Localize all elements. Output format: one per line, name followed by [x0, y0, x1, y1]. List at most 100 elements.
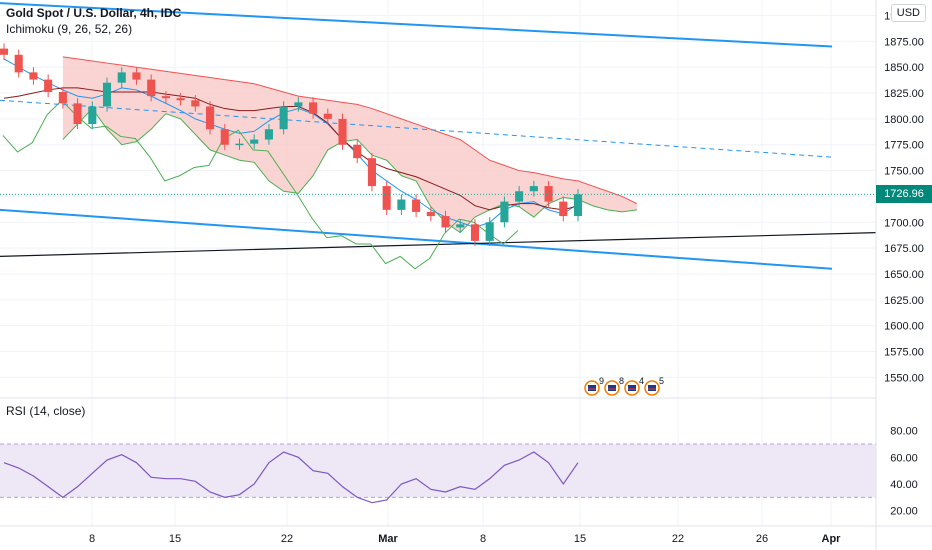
time-tick-label: 15: [574, 533, 586, 545]
rsi-axis-labels: 80.00 60.00 40.00 20.00: [890, 426, 918, 518]
price-tick-label: 1625.00: [884, 295, 924, 307]
kijun-sen-line: [3, 87, 579, 211]
candle-body: [279, 106, 288, 130]
candle-body: [235, 143, 244, 146]
candle-body: [176, 98, 185, 101]
candle-body: [544, 186, 553, 202]
time-tick-label: 22: [281, 533, 293, 545]
candle-body: [573, 194, 583, 217]
candle-body: [132, 72, 141, 80]
price-tick-label: 1600.00: [884, 321, 924, 333]
candle-body: [102, 82, 112, 107]
candle-body: [397, 199, 406, 210]
price-axis-labels: 1900.001875.001850.001825.001800.001775.…: [884, 11, 924, 385]
candle-body: [73, 103, 82, 125]
candle-body: [529, 186, 538, 192]
rsi-tick-label: 20.00: [890, 506, 918, 518]
event-marker[interactable]: 9: [584, 376, 604, 396]
candle-body: [353, 144, 362, 159]
price-tick-label: 1675.00: [884, 243, 924, 255]
price-tick-label: 1550.00: [884, 372, 924, 384]
candle-body: [559, 201, 568, 217]
candle-body: [412, 199, 421, 212]
candle-body: [426, 211, 435, 217]
time-tick-label: 8: [480, 533, 486, 545]
currency-button[interactable]: USD: [890, 4, 926, 22]
price-tick-label: 1750.00: [884, 166, 924, 178]
flag-field: [588, 385, 596, 391]
channel-lower-line: [0, 208, 833, 270]
candle-body: [0, 48, 9, 55]
candle-body: [441, 216, 450, 228]
candle-body: [191, 100, 200, 107]
time-tick-label: 26: [756, 533, 768, 545]
candle-body: [500, 201, 509, 223]
event-count: 4: [639, 376, 644, 386]
flag-field: [608, 385, 616, 391]
price-grid: [0, 0, 876, 526]
flag-field: [628, 385, 636, 391]
candle-body: [294, 102, 303, 107]
chikou-span-line: [2, 99, 519, 270]
rsi-title[interactable]: RSI (14, close): [6, 404, 86, 418]
ichimoku-title: Ichimoku (9, 26, 52, 26): [6, 22, 133, 36]
price-tick-label: 1825.00: [884, 88, 924, 100]
candle-body: [367, 158, 376, 187]
tenkan-sen-line: [3, 58, 579, 228]
rsi-line: [3, 451, 579, 504]
candle-body: [456, 224, 465, 228]
candle-body: [250, 139, 259, 144]
time-tick-label: Mar: [378, 533, 398, 545]
rsi-series: [3, 451, 579, 504]
price-tick-label: 1575.00: [884, 346, 924, 358]
candle-body: [14, 54, 23, 73]
price-tick-label: 1650.00: [884, 269, 924, 281]
candle-body: [323, 113, 332, 119]
flag-field: [648, 385, 656, 391]
candle-body: [88, 106, 97, 125]
candle-body: [264, 129, 273, 140]
cloud-fill: [62, 56, 637, 233]
price-tick-label: 1875.00: [884, 36, 924, 48]
candlesticks: [0, 43, 583, 247]
event-count: 5: [659, 376, 664, 386]
candle-body: [382, 186, 391, 210]
rsi-tick-label: 40.00: [890, 479, 918, 491]
time-tick-label: 15: [169, 533, 181, 545]
candle-body: [44, 79, 53, 93]
ichimoku-lines: [2, 58, 579, 270]
channel-mid-line: [0, 99, 833, 158]
economic-events[interactable]: 9 8 4 5: [584, 376, 664, 396]
candle-body: [147, 79, 156, 97]
rsi-band-background: [0, 444, 876, 498]
price-tick-label: 1775.00: [884, 140, 924, 152]
event-count: 8: [619, 376, 624, 386]
current-price-label: 1726.96: [876, 185, 932, 204]
rsi-tick-label: 60.00: [890, 452, 918, 464]
price-tick-label: 1850.00: [884, 62, 924, 74]
candle-body: [338, 118, 347, 145]
rsi-tick-label: 80.00: [890, 426, 918, 438]
candle-body: [515, 191, 524, 202]
time-tick-label: Apr: [822, 533, 842, 545]
symbol-legend[interactable]: Gold Spot / U.S. Dollar, 4h, IDC: [6, 6, 181, 20]
senkou-span-b: [62, 56, 638, 205]
event-marker[interactable]: 4: [624, 376, 644, 396]
candle-body: [485, 222, 494, 241]
candle-body: [220, 129, 229, 145]
candle-body: [161, 96, 170, 99]
indicator-legend[interactable]: Ichimoku (9, 26, 52, 26): [6, 22, 132, 36]
time-tick-label: 8: [89, 533, 95, 545]
candle-body: [206, 106, 215, 130]
candle-body: [58, 92, 67, 104]
candle-body: [470, 224, 480, 241]
candle-body: [309, 102, 318, 114]
time-tick-label: 22: [672, 533, 684, 545]
event-marker[interactable]: 8: [604, 376, 624, 396]
candle-body: [29, 72, 38, 80]
event-marker[interactable]: 5: [644, 376, 664, 396]
price-tick-label: 1700.00: [884, 217, 924, 229]
candle-body: [117, 72, 126, 83]
event-count: 9: [599, 376, 604, 386]
